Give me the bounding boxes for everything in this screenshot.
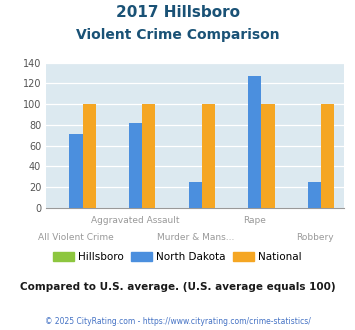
Text: © 2025 CityRating.com - https://www.cityrating.com/crime-statistics/: © 2025 CityRating.com - https://www.city… [45,317,310,326]
Bar [142,104,155,208]
Text: 2017 Hillsboro: 2017 Hillsboro [115,5,240,20]
Text: Murder & Mans...: Murder & Mans... [157,233,234,242]
Text: Robbery: Robbery [296,233,333,242]
Bar [82,104,95,208]
Text: Aggravated Assault: Aggravated Assault [91,216,180,225]
Legend: Hillsboro, North Dakota, National: Hillsboro, North Dakota, National [49,248,306,266]
Bar [202,104,215,208]
Text: Rape: Rape [244,216,266,225]
Bar [321,104,334,208]
Bar [248,76,261,208]
Text: Compared to U.S. average. (U.S. average equals 100): Compared to U.S. average. (U.S. average … [20,282,335,292]
Bar [129,123,142,208]
Text: All Violent Crime: All Violent Crime [38,233,114,242]
Text: Violent Crime Comparison: Violent Crime Comparison [76,28,279,42]
Bar [308,182,321,208]
Bar [189,182,202,208]
Bar [70,134,82,208]
Bar [261,104,274,208]
